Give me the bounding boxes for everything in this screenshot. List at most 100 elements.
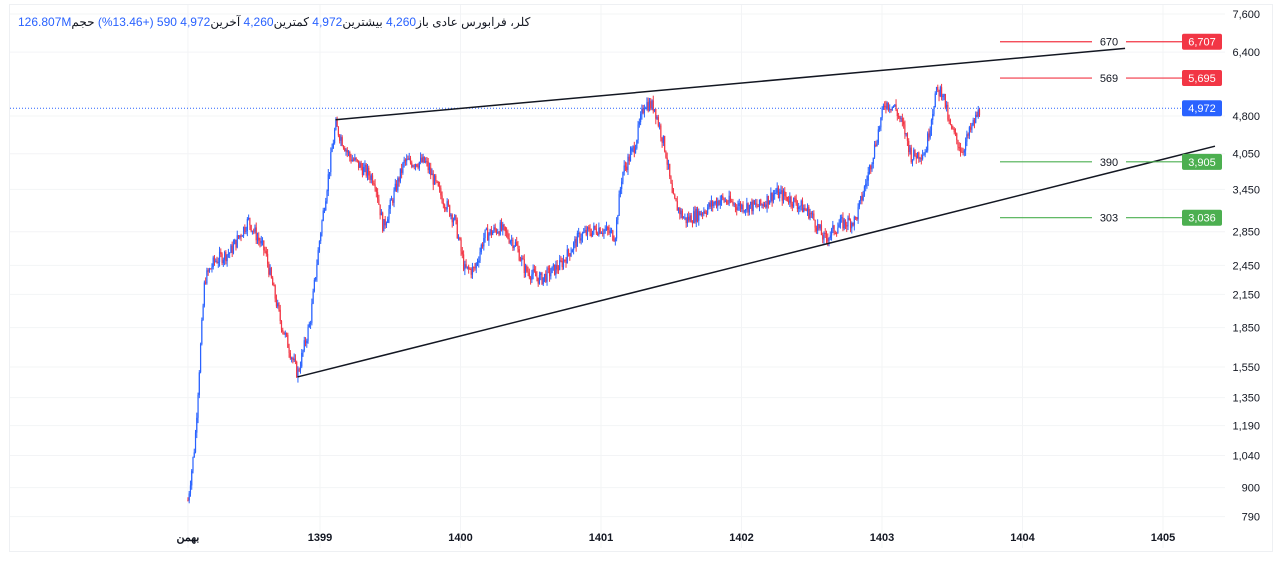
candle-body (842, 217, 844, 229)
candle-body (665, 151, 667, 158)
y-tick-label: 4,800 (1232, 111, 1260, 123)
x-tick-label: بهمن (176, 532, 199, 544)
candle-body (548, 268, 551, 277)
last-price-badge (1182, 100, 1222, 117)
candle-body (911, 159, 914, 163)
candle-body (447, 201, 450, 206)
candle-body (903, 121, 905, 125)
candle-body (468, 266, 470, 269)
candle-body (645, 108, 647, 110)
candle-body (226, 254, 228, 262)
candle-body (189, 485, 192, 494)
x-tick-label: 1403 (870, 532, 894, 544)
candle-body (517, 245, 519, 250)
candle-body (432, 173, 434, 185)
candle-body (543, 273, 546, 278)
candle-body (554, 264, 556, 275)
candle-body (895, 104, 897, 111)
candle-body (535, 271, 537, 277)
candle-body (909, 147, 911, 153)
candle-body (934, 93, 936, 108)
candle-body (833, 225, 835, 234)
candle-body (331, 148, 333, 153)
candle-body (373, 183, 375, 185)
candle-body (388, 208, 390, 220)
candle-body (395, 183, 398, 191)
candle-body (908, 140, 910, 153)
candle-body (612, 230, 614, 241)
candle-body (756, 203, 758, 207)
candle-body (191, 470, 193, 486)
candle-body (511, 239, 513, 241)
candle-body (800, 200, 802, 207)
candle-body (675, 198, 677, 202)
level-price-badge (1182, 33, 1222, 50)
candle-body (409, 158, 412, 163)
candle-body (919, 158, 921, 160)
candle-body (559, 260, 561, 270)
candle-body (399, 168, 401, 182)
candle-body (532, 269, 534, 275)
candle-body (579, 232, 581, 241)
last-price-label: 4,972 (1188, 103, 1216, 115)
candle-body (278, 303, 280, 310)
candle-body (500, 222, 503, 230)
y-tick-label: 4,050 (1232, 149, 1260, 161)
close-label: آخرین (210, 15, 241, 29)
candle-body (790, 196, 792, 205)
candle-body (751, 201, 753, 212)
candle-body (402, 163, 404, 173)
candle-body (900, 118, 902, 120)
candle-body (320, 233, 322, 242)
candle-body (380, 212, 382, 216)
candle-body (782, 191, 785, 201)
candle-body (411, 162, 413, 167)
candle-body (315, 277, 317, 280)
candle-body (976, 114, 978, 117)
candle-body (636, 140, 638, 149)
candle-body (287, 334, 289, 348)
candle-body (752, 200, 754, 212)
candle-body (498, 232, 500, 235)
candle-body (449, 205, 451, 217)
candle-body (839, 218, 842, 225)
candle-body (576, 233, 578, 247)
candle-body (877, 129, 879, 143)
candle-body (480, 244, 482, 253)
chart-frame (9, 4, 1273, 552)
candle-body (952, 128, 954, 130)
candle-body (762, 204, 764, 206)
candle-body (444, 204, 446, 209)
y-tick-label: 1,350 (1232, 393, 1260, 405)
candle-body (387, 219, 389, 223)
candle-body (599, 227, 601, 234)
candle-body (502, 224, 504, 230)
candle-body (528, 272, 530, 278)
candle-body (884, 105, 886, 107)
y-tick-label: 2,850 (1232, 227, 1260, 239)
candle-body (887, 102, 890, 110)
candle-body (203, 282, 205, 306)
candle-body (873, 144, 876, 158)
y-tick-label: 1,550 (1232, 362, 1260, 374)
candle-body (266, 253, 269, 264)
candle-body (737, 205, 739, 211)
candle-body (914, 149, 916, 156)
candle-body (720, 195, 723, 201)
candle-body (356, 159, 358, 161)
candle-body (307, 327, 309, 341)
candle-body (401, 168, 403, 173)
candle-body (188, 493, 190, 501)
candle-body (681, 210, 683, 219)
candle-body (475, 263, 477, 269)
candle-body (545, 273, 547, 282)
candle-body (650, 101, 652, 109)
candle-body (419, 157, 422, 162)
candle-body (811, 213, 814, 215)
candle-body (817, 224, 819, 231)
candle-body (433, 175, 436, 185)
candle-body (365, 164, 367, 176)
candle-body (471, 267, 474, 275)
candle-body (640, 114, 642, 123)
